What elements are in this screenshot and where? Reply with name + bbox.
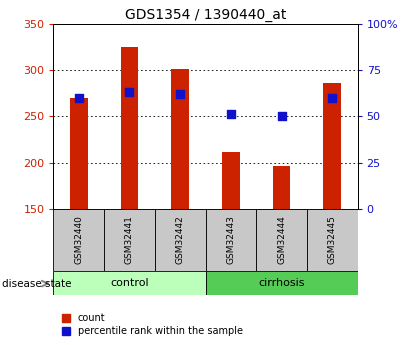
Point [228, 111, 234, 116]
Bar [222, 151, 240, 209]
Text: control: control [110, 278, 149, 288]
Text: cirrhosis: cirrhosis [258, 278, 305, 288]
FancyBboxPatch shape [104, 209, 155, 271]
Bar [272, 166, 291, 209]
Point [76, 95, 82, 101]
FancyBboxPatch shape [53, 209, 104, 271]
Text: GSM32443: GSM32443 [226, 215, 236, 264]
FancyBboxPatch shape [155, 209, 206, 271]
Point [329, 95, 335, 101]
Point [126, 89, 133, 94]
Text: disease state: disease state [2, 279, 72, 288]
FancyBboxPatch shape [53, 271, 206, 295]
Point [177, 91, 183, 97]
Bar [120, 47, 139, 209]
FancyBboxPatch shape [206, 209, 256, 271]
Text: GSM32444: GSM32444 [277, 215, 286, 264]
Text: GSM32445: GSM32445 [328, 215, 337, 264]
Bar [323, 83, 341, 209]
Title: GDS1354 / 1390440_at: GDS1354 / 1390440_at [125, 8, 286, 22]
Legend: count, percentile rank within the sample: count, percentile rank within the sample [58, 309, 247, 340]
Bar [171, 69, 189, 209]
Text: GSM32442: GSM32442 [175, 215, 185, 264]
FancyBboxPatch shape [307, 209, 358, 271]
Text: GSM32441: GSM32441 [125, 215, 134, 264]
FancyBboxPatch shape [206, 271, 358, 295]
FancyBboxPatch shape [256, 209, 307, 271]
Text: GSM32440: GSM32440 [74, 215, 83, 264]
Point [278, 113, 285, 118]
Bar [70, 98, 88, 209]
